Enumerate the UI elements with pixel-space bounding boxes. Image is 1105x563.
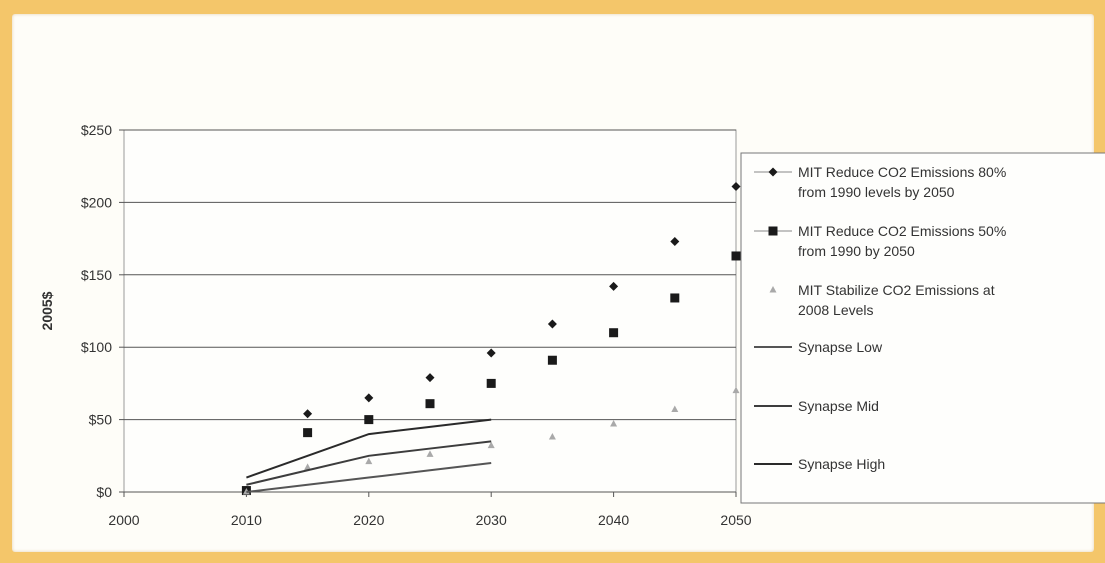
data-point bbox=[426, 450, 434, 457]
x-tick-label: 2040 bbox=[598, 512, 629, 528]
legend-item: Synapse Mid bbox=[754, 398, 879, 414]
data-point bbox=[670, 236, 680, 246]
legend-swatch-marker bbox=[768, 226, 778, 236]
legend-label: MIT Stabilize CO2 Emissions at bbox=[798, 282, 995, 298]
x-tick-label: 2050 bbox=[720, 512, 751, 528]
data-point bbox=[547, 355, 557, 365]
data-point bbox=[670, 293, 680, 303]
legend-label: from 1990 levels by 2050 bbox=[798, 184, 955, 200]
data-point bbox=[547, 319, 557, 329]
x-tick-label: 2010 bbox=[231, 512, 262, 528]
data-point bbox=[425, 399, 435, 409]
data-point bbox=[486, 348, 496, 358]
series-3 bbox=[246, 462, 492, 493]
y-tick-label: $100 bbox=[81, 339, 112, 355]
legend: MIT Reduce CO2 Emissions 80% from 1990 le… bbox=[740, 152, 1105, 504]
series-4 bbox=[246, 440, 492, 486]
x-tick-label: 2000 bbox=[108, 512, 139, 528]
data-point bbox=[609, 281, 619, 291]
y-tick-label: $50 bbox=[89, 412, 113, 428]
data-point bbox=[364, 415, 374, 425]
legend-label: 2008 Levels bbox=[798, 302, 874, 318]
series-5 bbox=[246, 418, 492, 479]
data-point bbox=[303, 409, 313, 419]
legend-swatch-marker bbox=[768, 167, 778, 177]
series-2 bbox=[242, 386, 740, 495]
data-point bbox=[486, 378, 496, 388]
legend-label: MIT Reduce CO2 Emissions 80% bbox=[798, 164, 1006, 180]
x-tick-label: 2020 bbox=[353, 512, 384, 528]
data-point bbox=[365, 457, 373, 465]
data-point bbox=[303, 428, 313, 438]
data-point bbox=[732, 386, 740, 394]
x-tick-label: 2030 bbox=[476, 512, 507, 528]
data-marks bbox=[241, 181, 741, 496]
y-tick-label: $0 bbox=[96, 484, 112, 500]
data-point bbox=[610, 419, 618, 427]
data-point bbox=[364, 393, 374, 403]
data-point bbox=[731, 181, 741, 191]
axes: $0 $50 $100 $150 $200 $250 2000 2010 2020 2030 204… bbox=[39, 122, 752, 528]
y-tick-label: $200 bbox=[81, 194, 112, 210]
y-tick-label: $150 bbox=[81, 267, 112, 283]
series-line bbox=[246, 462, 492, 493]
data-point bbox=[425, 373, 435, 383]
legend-label: MIT Reduce CO2 Emissions 50% bbox=[798, 223, 1006, 239]
legend-swatch-marker bbox=[769, 286, 777, 293]
series-0 bbox=[241, 181, 741, 496]
legend-label: Synapse High bbox=[798, 456, 885, 472]
data-point bbox=[609, 328, 619, 338]
data-point bbox=[548, 432, 556, 440]
legend-label: from 1990 by 2050 bbox=[798, 243, 915, 259]
plot-area bbox=[123, 129, 737, 493]
series-line bbox=[246, 440, 492, 486]
y-axis-label: 2005$ bbox=[39, 291, 55, 330]
data-point bbox=[304, 463, 312, 470]
plot-border bbox=[123, 129, 737, 493]
data-point bbox=[731, 251, 741, 261]
legend-item: MIT Stabilize CO2 Emissions at 2008 Level… bbox=[769, 282, 995, 318]
legend-label: Synapse Mid bbox=[798, 398, 879, 414]
y-tick-label: $250 bbox=[81, 122, 112, 138]
legend-item: Synapse Low bbox=[754, 339, 883, 355]
series-line bbox=[246, 418, 492, 479]
legend-item: Synapse High bbox=[754, 456, 885, 472]
data-point bbox=[487, 441, 495, 449]
data-point bbox=[671, 405, 679, 412]
legend-box bbox=[740, 152, 1105, 504]
legend-item: MIT Reduce CO2 Emissions 50% from 1990 by… bbox=[754, 223, 1006, 259]
legend-label: Synapse Low bbox=[798, 339, 883, 355]
legend-item: MIT Reduce CO2 Emissions 80% from 1990 le… bbox=[754, 164, 1006, 200]
